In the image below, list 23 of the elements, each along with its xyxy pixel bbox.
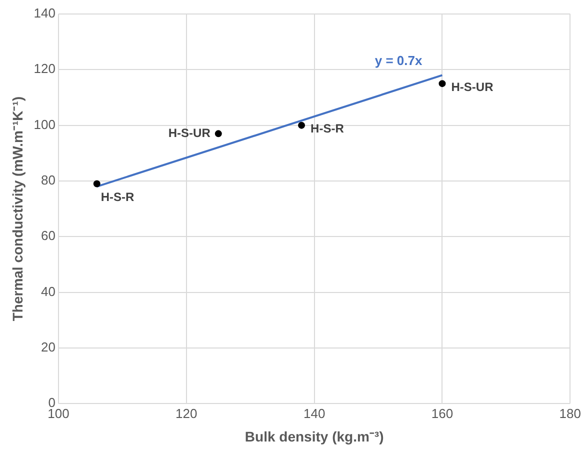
point — [298, 122, 306, 129]
annotation: H-S-R — [100, 190, 135, 204]
y-tick-label: 40 — [41, 284, 56, 299]
x-tick-label: 120 — [176, 406, 198, 421]
point — [93, 180, 100, 188]
annotation: H-S-UR — [168, 126, 211, 140]
point — [438, 80, 446, 88]
y-axis-title: Thermal conductivity (mW.m⁻¹K⁻¹) — [9, 96, 26, 322]
x-tick-label: 140 — [303, 406, 326, 421]
x-tick-label: 180 — [559, 406, 582, 421]
x-axis-title: Bulk density (kg.m⁻³) — [244, 428, 384, 444]
y-tick-label: 140 — [34, 6, 56, 21]
x-tick-label: 160 — [431, 406, 454, 421]
point — [214, 130, 222, 138]
y-tick-label: 120 — [34, 61, 56, 76]
y-tick-label: 80 — [41, 172, 56, 188]
y-tick-label: 0 — [48, 395, 56, 410]
y-tick-label: 100 — [34, 116, 56, 132]
annotation: H-S-UR — [451, 80, 494, 94]
annotation: H-S-R — [310, 122, 344, 136]
series-label: y = 0.7x — [374, 52, 423, 68]
y-tick-label: 20 — [41, 340, 56, 355]
y-tick-label: 60 — [41, 228, 56, 244]
